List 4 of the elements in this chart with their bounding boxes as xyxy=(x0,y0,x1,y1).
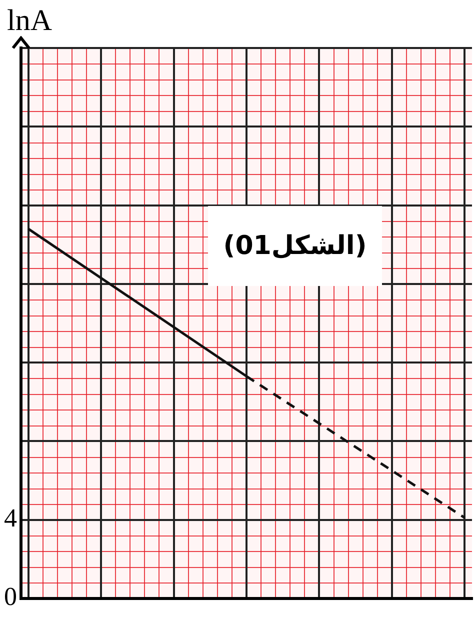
y-axis-title: lnA xyxy=(7,4,52,38)
y-tick-label: 4 xyxy=(4,504,17,533)
y-tick-label: 0 xyxy=(4,582,17,612)
annotation: (الشكل01) xyxy=(208,206,382,286)
